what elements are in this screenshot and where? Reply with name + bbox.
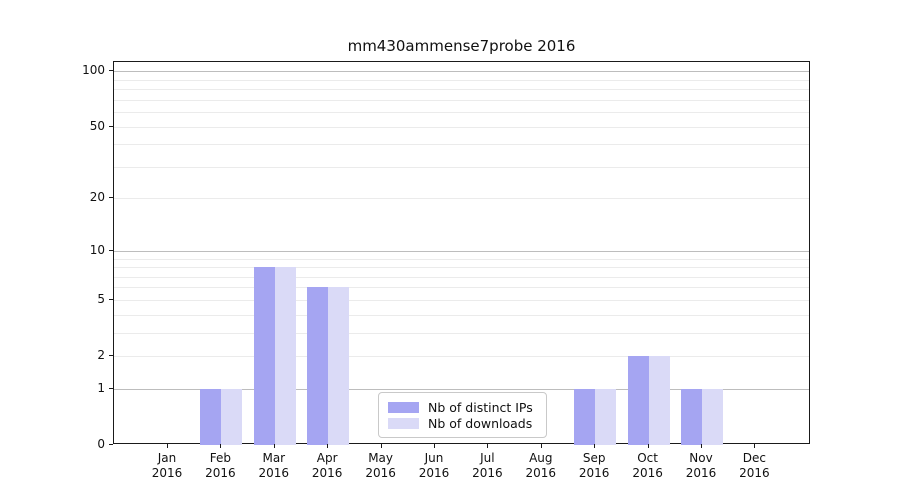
x-tick-aug (540, 444, 542, 448)
gridline-minor-40 (114, 144, 809, 146)
y-tick-label-1: 1 (97, 380, 105, 395)
bar-feb-distinct-ips (200, 388, 222, 445)
y-tick-label-2: 2 (97, 348, 105, 363)
x-tick-mar (273, 444, 275, 448)
x-tick-apr (327, 444, 329, 448)
x-tick-label-may: May 2016 (365, 451, 396, 480)
gridline-minor-80 (114, 89, 809, 91)
bar-mar-downloads (274, 267, 296, 445)
gridline-minor-9 (114, 258, 809, 260)
y-tick-10 (109, 249, 113, 251)
x-tick-nov (701, 444, 702, 448)
bar-oct-distinct-ips (627, 356, 649, 445)
gridline-minor-70 (114, 99, 809, 101)
x-tick-sep (594, 444, 596, 448)
x-tick-label-aug: Aug 2016 (525, 451, 557, 480)
x-tick-label-nov: Nov 2016 (685, 451, 717, 480)
x-tick-may (380, 444, 382, 448)
bar-nov-distinct-ips (681, 388, 702, 445)
bar-mar-distinct-ips (253, 267, 275, 445)
legend-item-downloads: Nb of downloads (388, 415, 537, 431)
x-tick-label-dec: Dec 2016 (739, 451, 770, 480)
x-tick-label-jun: Jun 2016 (418, 451, 450, 480)
y-tick-1 (109, 387, 113, 389)
gridline-minor-20 (114, 198, 809, 200)
x-tick-label-jan: Jan 2016 (151, 451, 183, 480)
x-tick-label-mar: Mar 2016 (258, 451, 290, 480)
gridline-minor-60 (114, 112, 809, 114)
bar-sep-distinct-ips (574, 388, 596, 445)
gridline-major-1 (114, 388, 809, 390)
bar-oct-downloads (648, 356, 670, 445)
gridline-minor-8 (114, 267, 809, 269)
x-tick-jun (434, 444, 435, 448)
x-tick-label-oct: Oct 2016 (632, 451, 663, 480)
bar-sep-downloads (595, 388, 617, 445)
gridline-major-10 (114, 250, 809, 252)
gridline-minor-50 (114, 126, 809, 128)
x-tick-jan (167, 444, 168, 448)
gridline-minor-4 (114, 314, 809, 316)
x-tick-feb (220, 444, 222, 448)
x-tick-label-sep: Sep 2016 (578, 451, 610, 480)
y-tick-5 (109, 298, 113, 300)
chart-title: mm430ammense7probe 2016 (347, 37, 576, 55)
x-tick-dec (754, 444, 756, 448)
y-tick-20 (109, 197, 113, 199)
y-tick-label-100: 100 (82, 63, 105, 78)
x-tick-label-jul: Jul 2016 (472, 451, 503, 480)
legend-swatch-downloads (388, 417, 419, 429)
gridline-minor-30 (114, 166, 809, 168)
gridline-minor-2 (114, 356, 809, 358)
bar-apr-downloads (328, 287, 350, 445)
gridline-minor-3 (114, 332, 809, 334)
legend-item-distinct-ips: Nb of distinct IPs (388, 399, 537, 415)
y-tick-50 (109, 125, 113, 127)
bar-feb-downloads (221, 388, 243, 445)
x-tick-jul (487, 444, 489, 448)
x-tick-oct (647, 444, 649, 448)
y-tick-label-5: 5 (97, 291, 105, 306)
legend-swatch-distinct-ips (388, 401, 419, 413)
y-tick-label-10: 10 (89, 242, 105, 257)
legend-label-downloads: Nb of downloads (428, 415, 533, 431)
y-tick-2 (109, 355, 113, 357)
y-tick-label-20: 20 (89, 190, 105, 205)
bar-apr-distinct-ips (307, 287, 329, 445)
x-tick-label-feb: Feb 2016 (205, 451, 236, 480)
plot-area (113, 61, 810, 445)
y-tick-100 (109, 70, 113, 72)
gridline-minor-6 (114, 287, 809, 289)
y-tick-label-0: 0 (97, 437, 105, 451)
gridline-minor-5 (114, 299, 809, 301)
y-tick-0 (109, 444, 113, 445)
legend-label-distinct-ips: Nb of distinct IPs (428, 399, 533, 415)
bar-nov-downloads (702, 388, 723, 445)
gridline-minor-7 (114, 276, 809, 278)
x-tick-label-apr: Apr 2016 (311, 451, 343, 480)
legend: Nb of distinct IPs Nb of downloads (378, 392, 547, 438)
gridline-major-100 (114, 71, 809, 73)
gridline-minor-90 (114, 79, 809, 81)
y-tick-label-50: 50 (89, 118, 105, 133)
